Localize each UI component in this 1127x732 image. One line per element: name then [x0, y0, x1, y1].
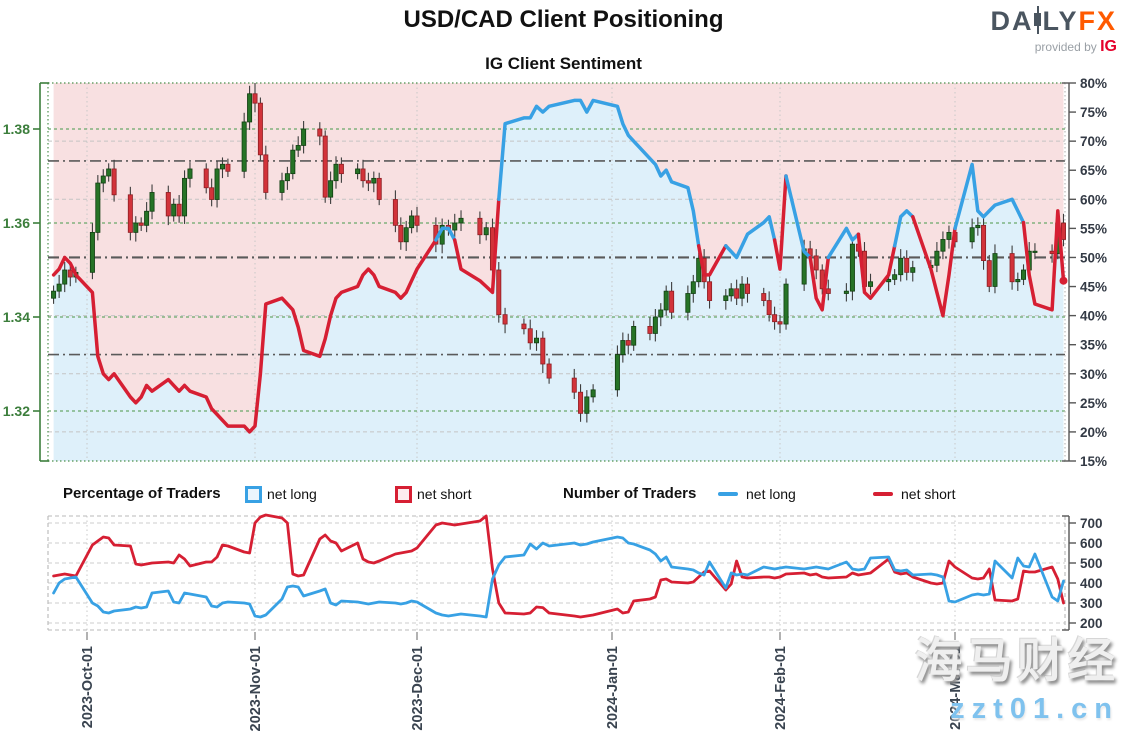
svg-text:35%: 35% — [1080, 338, 1107, 353]
svg-text:40%: 40% — [1080, 309, 1107, 324]
legend-percentage-title: Percentage of Traders — [63, 485, 221, 502]
logo-text-da: DA — [990, 6, 1034, 36]
logo-text-fx: FX — [1078, 6, 1117, 36]
pct-axis-right: 15% 20% 25% 30% 35% 40% 45% 50% 55% 60% 65% 70% 75% 8… — [1062, 76, 1107, 469]
price-candles — [51, 82, 1066, 423]
svg-text:2023-Oct-01: 2023-Oct-01 — [80, 646, 96, 728]
svg-text:30%: 30% — [1080, 367, 1107, 382]
net-long-swatch-icon — [245, 486, 262, 503]
svg-text:2023-Dec-01: 2023-Dec-01 — [410, 646, 426, 731]
svg-text:80%: 80% — [1080, 76, 1107, 91]
ig-logo: IG — [1100, 38, 1117, 55]
legend-row: Percentage of Traders net long net short… — [0, 478, 1127, 512]
net-long-count-line — [52, 535, 1065, 619]
logo-text-ly: LY — [1042, 6, 1079, 36]
dailyfx-wordmark: DA LYFX — [990, 6, 1117, 36]
net-short-swatch-icon — [395, 486, 412, 503]
page-title: USD/CAD Client Positioning — [403, 6, 724, 33]
svg-text:700: 700 — [1080, 516, 1103, 531]
current-sentiment-dot — [1059, 276, 1068, 285]
net-long-pct-line — [51, 98, 1068, 434]
svg-text:500: 500 — [1080, 556, 1103, 571]
price-axis-left: 1.32 1.34 1.36 1.38 — [3, 82, 49, 462]
svg-text:1.38: 1.38 — [3, 121, 30, 137]
svg-text:60%: 60% — [1080, 192, 1107, 207]
legend-num-net-long: net long — [746, 486, 796, 502]
svg-text:45%: 45% — [1080, 280, 1107, 295]
svg-text:20%: 20% — [1080, 425, 1107, 440]
svg-text:15%: 15% — [1080, 454, 1107, 469]
svg-text:55%: 55% — [1080, 221, 1107, 236]
svg-text:2024-Mar-01: 2024-Mar-01 — [948, 646, 964, 730]
svg-text:25%: 25% — [1080, 396, 1107, 411]
sentiment-fill-areas — [53, 83, 1064, 462]
svg-text:2024-Jan-01: 2024-Jan-01 — [605, 646, 621, 729]
svg-text:1.36: 1.36 — [3, 215, 30, 231]
candlestick-icon — [1033, 6, 1042, 34]
legend-pct-net-long: net long — [267, 486, 317, 502]
svg-text:75%: 75% — [1080, 105, 1107, 120]
svg-text:50%: 50% — [1080, 250, 1107, 265]
svg-text:200: 200 — [1080, 616, 1103, 631]
chart-subtitle: IG Client Sentiment — [485, 54, 642, 73]
svg-text:300: 300 — [1080, 596, 1103, 611]
svg-text:600: 600 — [1080, 536, 1103, 551]
provided-by-label: provided by — [1034, 40, 1097, 54]
net-short-line-icon — [873, 492, 893, 496]
net-short-count-line — [52, 513, 1065, 619]
svg-text:400: 400 — [1080, 576, 1103, 591]
svg-text:2023-Nov-01: 2023-Nov-01 — [248, 646, 264, 731]
date-axis: 2023-Oct-01 2023-Nov-01 2023-Dec-01 2024-Ja… — [80, 632, 964, 731]
main-grid — [47, 82, 1066, 630]
svg-text:1.34: 1.34 — [3, 309, 30, 325]
svg-text:65%: 65% — [1080, 163, 1107, 178]
svg-text:2024-Feb-01: 2024-Feb-01 — [773, 646, 789, 730]
dailyfx-logo: DA LYFX provided by IG — [990, 6, 1117, 55]
legend-pct-net-short: net short — [417, 486, 472, 502]
net-long-line-icon — [718, 492, 738, 496]
legend-number-title: Number of Traders — [563, 485, 697, 502]
traders-count-chart: 200 300 400 500 600 700 — [47, 513, 1103, 631]
svg-text:1.32: 1.32 — [3, 403, 30, 419]
svg-text:70%: 70% — [1080, 134, 1107, 149]
legend-num-net-short: net short — [901, 486, 956, 502]
